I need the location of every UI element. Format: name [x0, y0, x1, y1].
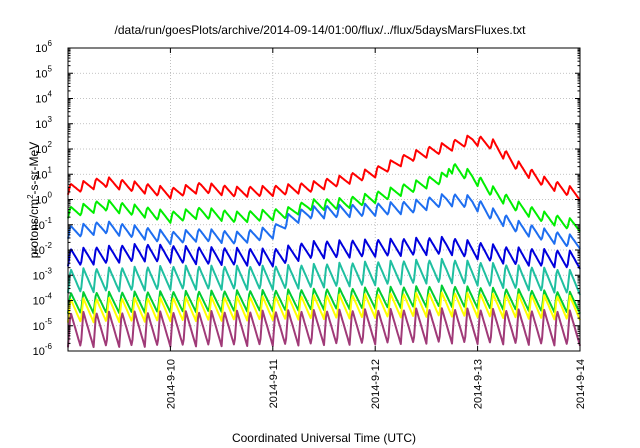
x-tick-label: 2014-9-10: [165, 359, 177, 409]
data-series-4: [67, 235, 581, 270]
x-tick-label: 2014-9-14: [575, 359, 587, 409]
data-series-1: [67, 134, 581, 201]
y-tick-label: 10-3: [33, 266, 53, 282]
x-tick-label: 2014-9-11: [268, 359, 280, 408]
data-series-8: [67, 307, 581, 349]
y-axis-tick-labels: 10-6 10-5 10-4 10-3 10-2 10-1 100 101 102 103 104 1…: [33, 39, 53, 358]
x-axis-tick-labels: 2014-9-10 2014-9-11 2014-9-12 2014-9-13 2014…: [165, 359, 587, 409]
data-series-5: [67, 257, 581, 296]
data-series-7: [67, 291, 581, 324]
y-tick-label: 10-2: [33, 241, 53, 257]
y-tick-label: 103: [35, 115, 52, 131]
y-tick-label: 10-6: [33, 342, 53, 358]
y-axis-label: protons/cm2-s-sr-MeV: [26, 142, 41, 258]
x-tick-label: 2014-9-13: [473, 359, 485, 409]
y-axis-label-prefix: protons/cm: [27, 199, 41, 258]
data-series-3: [67, 193, 581, 250]
y-tick-label: 104: [35, 90, 52, 106]
chart-series-group: [67, 134, 581, 349]
y-tick-label: 102: [35, 140, 52, 156]
x-axis-label: Coordinated Universal Time (UTC): [232, 431, 416, 445]
chart-ticks: [68, 47, 581, 352]
y-tick-label: 10-4: [33, 292, 53, 308]
x-tick-label: 2014-9-12: [370, 359, 382, 409]
chart-title: /data/run/goesPlots/archive/2014-09-14/0…: [115, 23, 527, 37]
y-tick-label: 101: [35, 165, 52, 181]
y-axis-label-superscript: 2: [26, 194, 35, 199]
y-tick-label: 100: [35, 191, 52, 207]
y-tick-label: 106: [35, 39, 52, 55]
data-series-2: [67, 163, 581, 233]
y-tick-label: 10-5: [33, 317, 53, 333]
y-tick-label: 10-1: [33, 216, 53, 232]
y-tick-label: 105: [35, 64, 52, 80]
y-axis-label-suffix: -s-sr-MeV: [27, 142, 41, 195]
